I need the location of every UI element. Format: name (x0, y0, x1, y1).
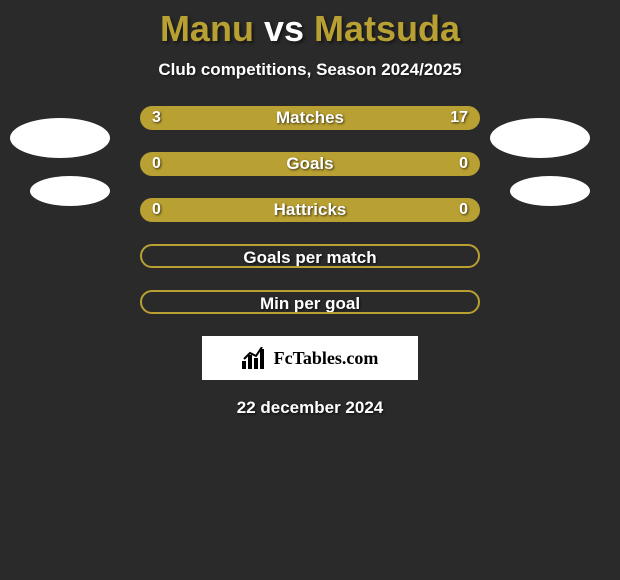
player-avatar (30, 176, 110, 206)
player2-name: Matsuda (314, 8, 460, 49)
footer-badge: FcTables.com (202, 336, 418, 380)
stat-label: Min per goal (142, 292, 478, 314)
subtitle: Club competitions, Season 2024/2025 (0, 60, 620, 80)
stat-row: 00Hattricks (140, 198, 480, 222)
vs-text: vs (264, 8, 304, 49)
player-avatar (490, 118, 590, 158)
footer-brand: FcTables.com (274, 348, 379, 369)
stat-label: Goals per match (142, 246, 478, 268)
player-avatar (10, 118, 110, 158)
stat-row: Min per goal (140, 290, 480, 314)
player1-name: Manu (160, 8, 254, 49)
page-title: Manu vs Matsuda (0, 0, 620, 50)
stat-label: Hattricks (140, 198, 480, 222)
stat-row: 00Goals (140, 152, 480, 176)
stat-label: Matches (140, 106, 480, 130)
stat-row: Goals per match (140, 244, 480, 268)
stat-row: 317Matches (140, 106, 480, 130)
stat-label: Goals (140, 152, 480, 176)
chart-bars-icon (242, 347, 268, 369)
player-avatar (510, 176, 590, 206)
footer-date: 22 december 2024 (0, 398, 620, 418)
